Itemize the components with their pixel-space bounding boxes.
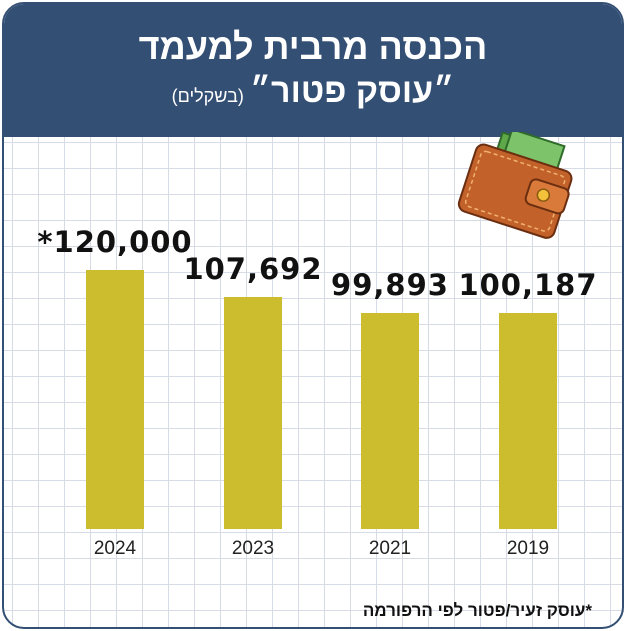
- value-label: 99,893: [331, 268, 449, 303]
- chart-subtitle: ״עוסק פטור״(בשקלים): [4, 72, 622, 111]
- footnote: *עוסק זעיר/פטור לפי הרפורמה: [362, 601, 592, 620]
- category-label: 2019: [506, 538, 550, 559]
- plot-area: *120,000 2024 107,692 2023 99,893 2021 100,187…: [4, 4, 622, 627]
- unit-label: (בשקלים): [171, 86, 244, 106]
- bar-2023: [224, 296, 282, 529]
- category-label: 2024: [93, 538, 137, 559]
- wallet-icon: [457, 132, 573, 239]
- value-label: 107,692: [183, 251, 323, 286]
- bar-2019: [499, 312, 557, 529]
- subtitle-text: ״עוסק פטור״: [249, 72, 455, 110]
- chart-title: הכנסה מרבית למעמד: [138, 26, 488, 67]
- bar-2024: [86, 270, 144, 529]
- value-label: 100,187: [458, 267, 598, 302]
- category-label: 2021: [368, 538, 412, 559]
- chart-header: הכנסה מרבית למעמד ״עוסק פטור״(בשקלים): [4, 4, 622, 137]
- bar-2021: [361, 313, 419, 529]
- category-label: 2023: [231, 538, 275, 559]
- value-label: *120,000: [37, 225, 193, 259]
